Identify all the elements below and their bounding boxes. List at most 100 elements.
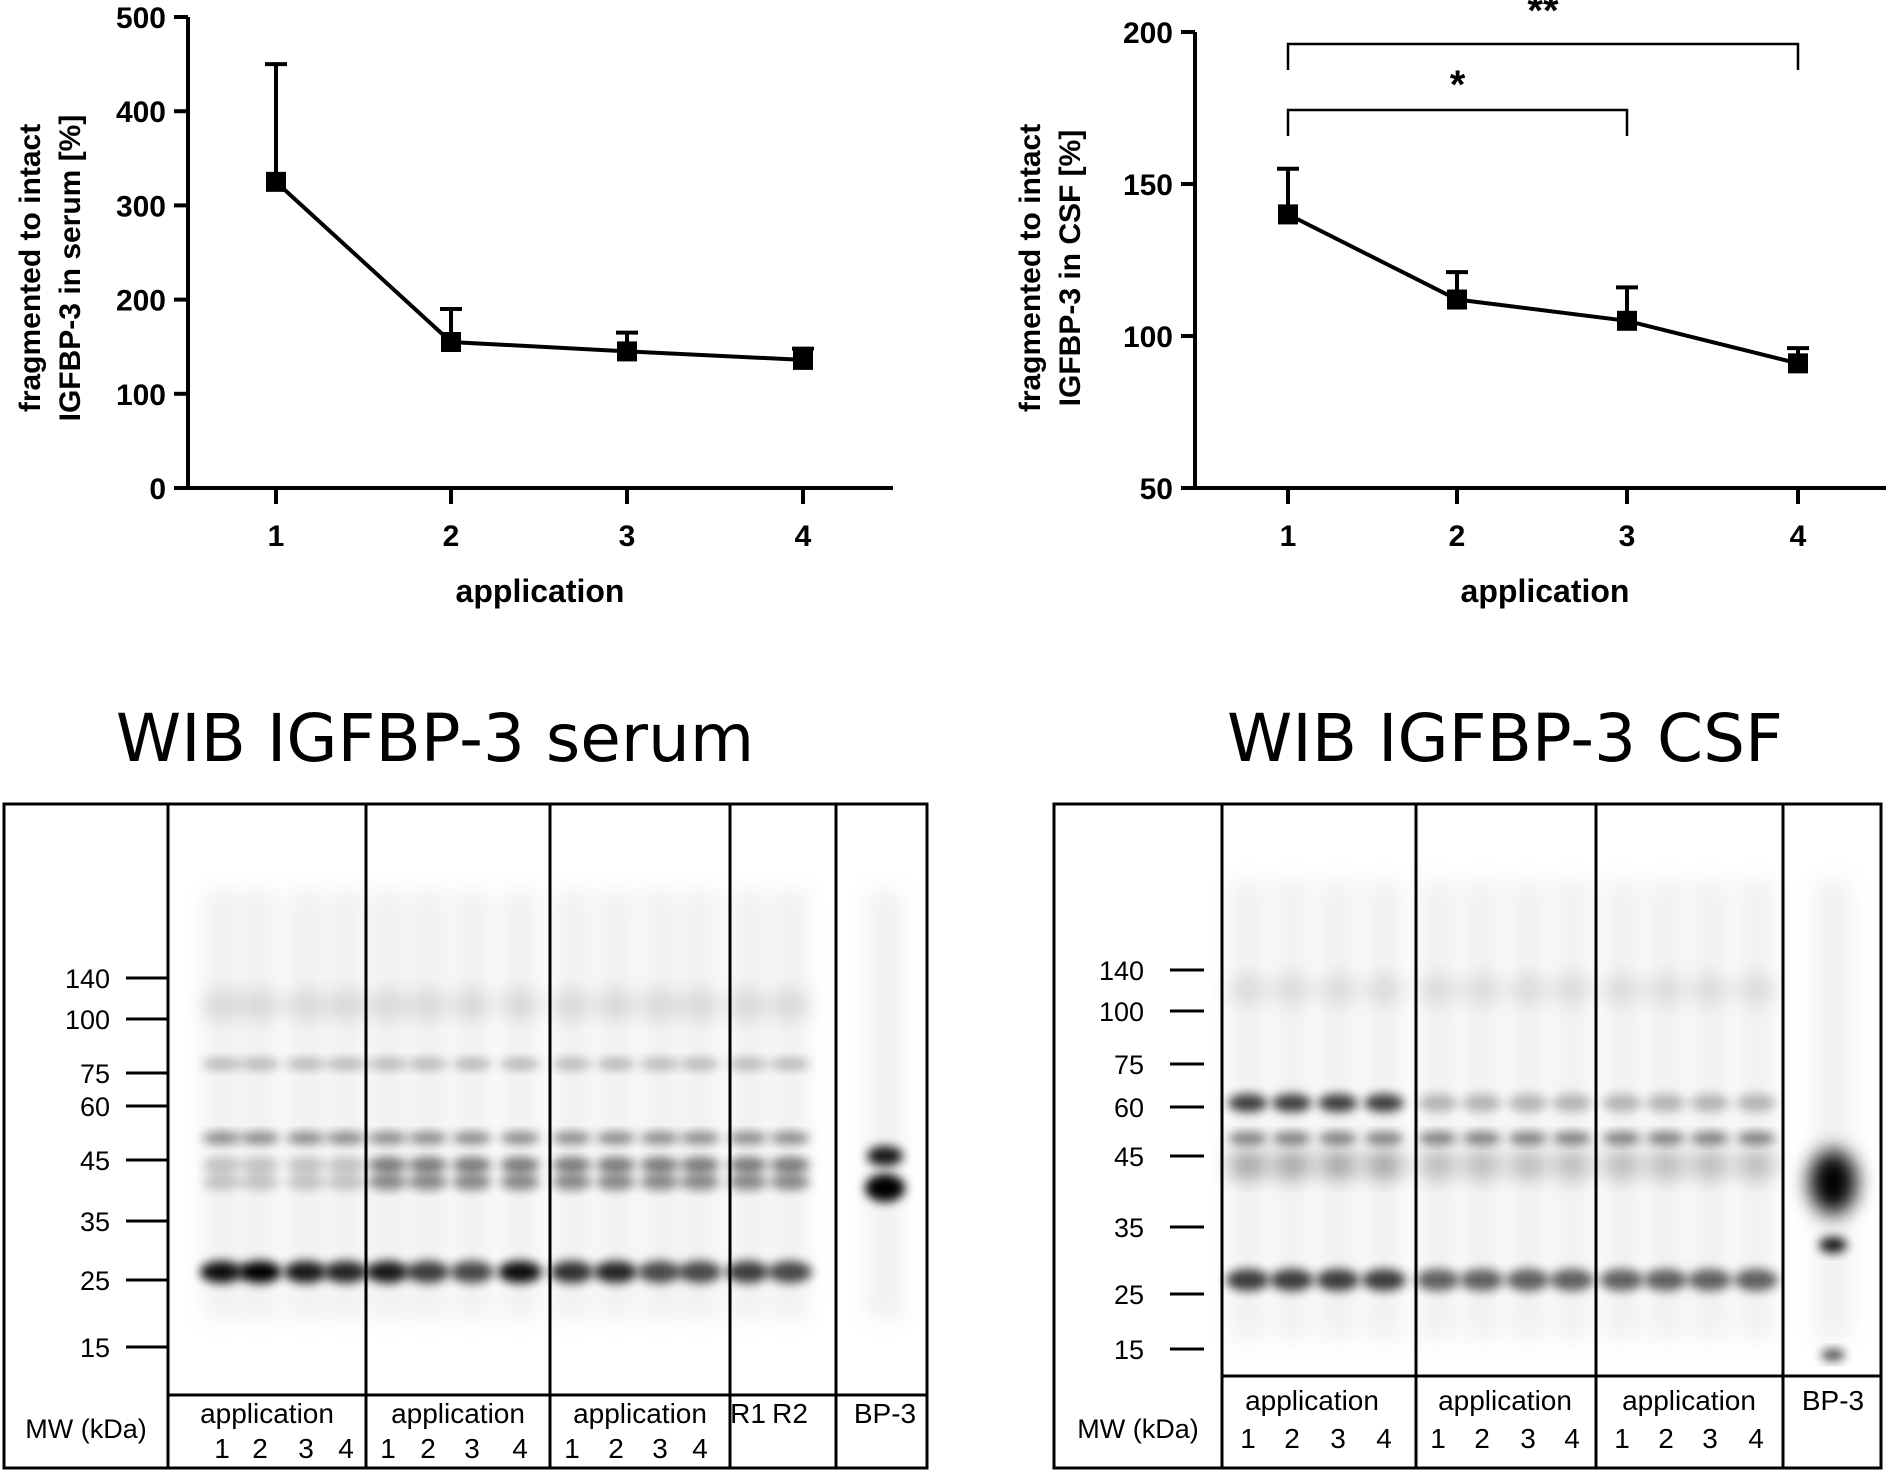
x-axis-label: application: [456, 573, 625, 609]
protein-band: [1364, 1132, 1404, 1144]
protein-band: [240, 991, 280, 1019]
protein-band: [326, 1174, 366, 1190]
lane-label: 2: [1474, 1423, 1490, 1454]
protein-band: [326, 1132, 366, 1144]
protein-band: [450, 1261, 494, 1283]
lane-label: 3: [1520, 1423, 1536, 1454]
y-axis-label-line2: IGFBP-3 in CSF [%]: [1054, 130, 1087, 407]
lane-label: 3: [1702, 1423, 1718, 1454]
lane-label: 4: [1748, 1423, 1764, 1454]
protein-band: [408, 991, 448, 1019]
x-axis-label: application: [1461, 573, 1630, 609]
y-tick-label: 300: [116, 190, 166, 223]
data-point: [266, 171, 286, 192]
y-tick-label: 150: [1123, 169, 1173, 202]
protein-band: [1690, 1132, 1730, 1144]
protein-band: [1462, 1132, 1502, 1144]
protein-band: [680, 991, 720, 1019]
lane-label: 2: [252, 1433, 268, 1464]
csf-ratio-chart: fragmented to intact IGFBP-3 in CSF [%] …: [1014, 0, 1886, 609]
protein-band: [1462, 976, 1502, 1004]
protein-band: [596, 991, 636, 1019]
mw-marker-label: 60: [80, 1092, 110, 1122]
lane-label: 2: [608, 1433, 624, 1464]
protein-band: [202, 1132, 242, 1144]
lane-group-label: application: [391, 1398, 525, 1429]
protein-band: [680, 1174, 720, 1190]
data-point: [617, 341, 637, 362]
protein-band: [500, 1157, 540, 1173]
protein-band: [1364, 1151, 1404, 1179]
protein-band: [452, 1058, 492, 1070]
protein-band: [1690, 1151, 1730, 1179]
protein-band: [1550, 1269, 1594, 1291]
protein-band: [596, 1132, 636, 1144]
lane-label: 4: [338, 1433, 354, 1464]
protein-band: [240, 1174, 280, 1190]
data-point: [441, 331, 461, 352]
x-tick-label: 1: [268, 520, 285, 553]
lane-label: BP-3: [854, 1398, 916, 1429]
lane-label: 4: [1564, 1423, 1580, 1454]
protein-band: [1646, 976, 1686, 1004]
protein-band: [286, 991, 326, 1019]
lane-label: 4: [1376, 1423, 1392, 1454]
lane-smear: [730, 890, 766, 1320]
lane-smear: [682, 890, 718, 1320]
protein-band: [286, 1157, 326, 1173]
protein-band: [286, 1132, 326, 1144]
protein-band: [368, 1157, 408, 1173]
mw-marker-label: 140: [1099, 956, 1144, 986]
protein-band: [596, 1157, 636, 1173]
mw-marker-label: 15: [80, 1333, 110, 1363]
x-tick-label: 4: [1790, 520, 1807, 553]
protein-band: [1602, 1094, 1642, 1112]
protein-band: [452, 1174, 492, 1190]
protein-band: [680, 1132, 720, 1144]
protein-band: [452, 991, 492, 1019]
protein-band: [1272, 1132, 1312, 1144]
data-point: [1447, 289, 1467, 310]
protein-band: [1736, 976, 1776, 1004]
protein-band: [1821, 1349, 1845, 1361]
protein-band: [1506, 1269, 1550, 1291]
protein-band: [202, 1174, 242, 1190]
protein-band: [1602, 1132, 1642, 1144]
lane-smear: [454, 890, 490, 1320]
series-line: [1287, 212, 1799, 366]
protein-band: [552, 1132, 592, 1144]
lane-smear: [1815, 880, 1851, 1340]
protein-band: [1736, 1094, 1776, 1112]
protein-band: [867, 1146, 903, 1166]
protein-band: [1318, 1132, 1358, 1144]
protein-band: [1364, 976, 1404, 1004]
lane-label: 4: [512, 1433, 528, 1464]
lane-smear: [502, 890, 538, 1320]
lane-label: R1: [730, 1398, 766, 1429]
protein-band: [1602, 1151, 1642, 1179]
protein-band: [1318, 1094, 1358, 1112]
protein-band: [368, 991, 408, 1019]
lane-label: 2: [1284, 1423, 1300, 1454]
protein-band: [500, 1132, 540, 1144]
protein-band: [1272, 976, 1312, 1004]
protein-band: [240, 1058, 280, 1070]
lane-smear: [288, 890, 324, 1320]
mw-marker-label: 100: [65, 1005, 110, 1035]
protein-band: [726, 1261, 770, 1283]
mw-marker-label: 45: [1114, 1142, 1144, 1172]
protein-band: [1316, 1269, 1360, 1291]
protein-band: [408, 1174, 448, 1190]
y-tick-label: 200: [1123, 17, 1173, 50]
protein-band: [728, 1157, 768, 1173]
lane-label: 2: [420, 1433, 436, 1464]
data-point: [793, 349, 813, 370]
significance-bracket: [1286, 42, 1800, 70]
lane-smear: [370, 890, 406, 1320]
protein-band: [1226, 1269, 1270, 1291]
mw-marker-label: 35: [1114, 1213, 1144, 1243]
protein-band: [500, 1174, 540, 1190]
serum-blot-title: WIB IGFBP-3 serum: [115, 700, 755, 777]
protein-band: [1819, 1237, 1847, 1253]
